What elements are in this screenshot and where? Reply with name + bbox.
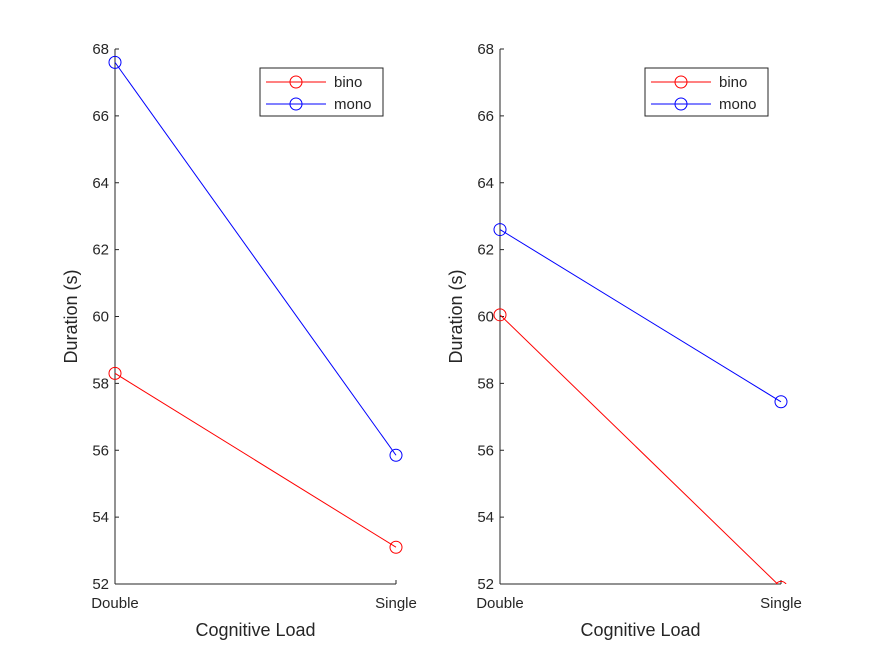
chart-panel-1: 52 54 56 58 60 62 64 66 68 Double Single Cognitive …: [61, 41, 417, 640]
data-point-bino: [493, 308, 507, 322]
legend-box: [259, 67, 384, 117]
plot-area: [108, 55, 403, 554]
y-tick-label: 58: [477, 375, 494, 392]
legend-label-bino: bino: [334, 74, 362, 91]
y-tick-label: 56: [477, 442, 494, 459]
data-point-mono: [389, 448, 403, 462]
series-line-bino: [499, 314, 779, 584]
y-axis-label: Duration (s): [446, 269, 466, 363]
legend-marker-bino: [674, 75, 688, 89]
chart-panel-2: 52 54 56 58 60 62 64 66 68 Double Single Cognitive …: [446, 41, 802, 640]
x-tick-label: Double: [476, 595, 524, 612]
x-axis-label: Cognitive Load: [580, 620, 700, 640]
y-tick-label: 64: [477, 175, 494, 192]
y-tick-label: 66: [92, 108, 109, 125]
y-tick-label: 60: [92, 309, 109, 326]
data-point-mono: [108, 55, 122, 69]
x-axis-label: Cognitive Load: [195, 620, 315, 640]
y-tick-label: 56: [92, 442, 109, 459]
series-line-mono: [499, 229, 782, 403]
data-point-mono: [774, 395, 788, 409]
y-tick-label: 62: [477, 242, 494, 259]
y-tick-label: 66: [477, 108, 494, 125]
y-tick-label: 68: [477, 41, 494, 58]
data-point-bino: [389, 540, 403, 554]
y-tick-label: 54: [477, 509, 494, 526]
y-tick-label: 54: [92, 509, 109, 526]
y-tick-label: 58: [92, 375, 109, 392]
series-line-mono: [114, 62, 397, 456]
x-tick-label: Single: [375, 595, 417, 612]
plot-area: [493, 223, 788, 584]
legend-marker-mono: [289, 97, 303, 111]
series-line-bino: [114, 372, 397, 548]
data-point-bino: [775, 580, 787, 584]
y-tick-label: 60: [477, 309, 494, 326]
legend-label-mono: mono: [334, 96, 372, 113]
legend: bino mono: [644, 67, 769, 117]
y-tick-label: 68: [92, 41, 109, 58]
legend-marker-bino: [289, 75, 303, 89]
y-axis-label: Duration (s): [61, 269, 81, 363]
legend: bino mono: [259, 67, 384, 117]
legend-marker-mono: [674, 97, 688, 111]
legend-label-mono: mono: [719, 96, 757, 113]
x-tick-label: Double: [91, 595, 139, 612]
y-tick-label: 64: [92, 175, 109, 192]
data-point-mono: [493, 223, 507, 237]
legend-box: [644, 67, 769, 117]
legend-label-bino: bino: [719, 74, 747, 91]
y-tick-label: 52: [477, 576, 494, 593]
y-tick-label: 62: [92, 242, 109, 259]
y-tick-label: 52: [92, 576, 109, 593]
x-tick-label: Single: [760, 595, 802, 612]
data-point-bino: [108, 366, 122, 380]
